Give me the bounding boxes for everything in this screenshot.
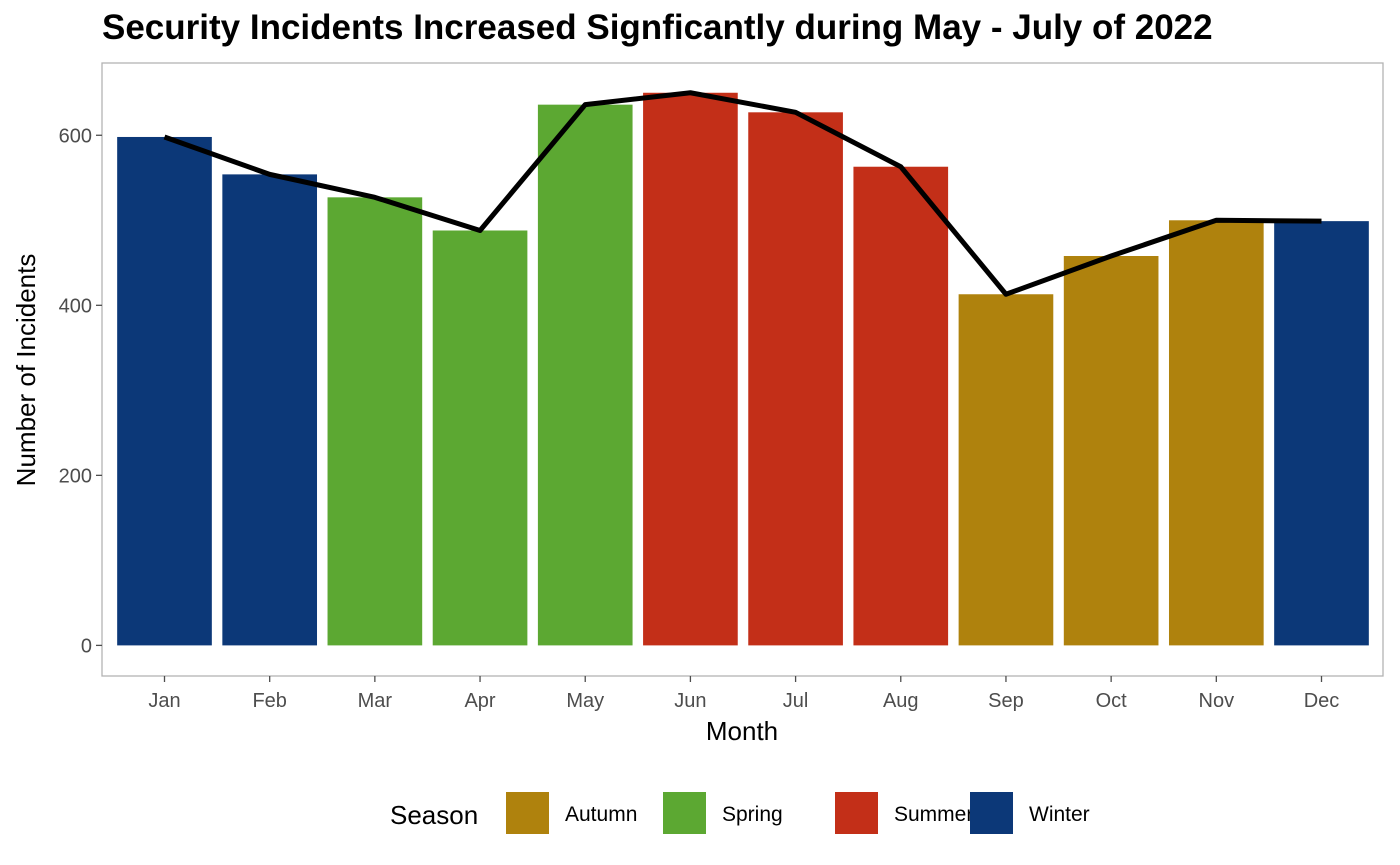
plot-panel-border xyxy=(101,62,1384,677)
legend-label-spring: Spring xyxy=(722,803,783,826)
x-tick-label: May xyxy=(566,690,604,712)
legend-key-spring xyxy=(663,792,706,834)
legend-title: Season xyxy=(390,800,478,830)
x-tick-label: Mar xyxy=(358,690,393,712)
bar-jul xyxy=(748,112,843,646)
legend-key-summer xyxy=(835,792,878,834)
bar-sep xyxy=(958,294,1054,646)
bar-aug xyxy=(853,166,949,646)
x-tick-label: Dec xyxy=(1304,690,1340,712)
x-tick-label: Nov xyxy=(1199,690,1235,712)
legend-label-summer: Summer xyxy=(894,803,973,826)
bar-feb xyxy=(222,174,318,646)
bar-nov xyxy=(1168,220,1264,646)
x-tick-label: Oct xyxy=(1096,690,1128,712)
y-tick-label: 200 xyxy=(59,465,92,487)
y-tick-label: 600 xyxy=(59,125,92,147)
x-tick-label: Aug xyxy=(883,690,919,712)
legend-key-winter xyxy=(970,792,1013,834)
y-axis: 0 200 400 600 xyxy=(59,125,102,657)
x-tick-label: Sep xyxy=(988,690,1024,712)
bar-apr xyxy=(432,230,528,646)
bar-jun xyxy=(643,92,738,646)
x-axis-title: Month xyxy=(706,716,778,746)
x-tick-label: Apr xyxy=(464,690,495,712)
y-tick-label: 400 xyxy=(59,295,92,317)
y-tick-label: 0 xyxy=(81,635,92,657)
trend-line-layer xyxy=(163,90,1322,297)
legend-key-autumn xyxy=(506,792,549,834)
bar-mar xyxy=(327,197,423,646)
bar-may xyxy=(537,104,633,646)
legend-label-autumn: Autumn xyxy=(565,803,637,826)
x-tick-label: Jan xyxy=(148,690,180,712)
chart-title: Security Incidents Increased Signficantl… xyxy=(102,8,1213,47)
bar-oct xyxy=(1063,255,1159,646)
legend-label-winter: Winter xyxy=(1029,803,1090,826)
x-tick-label: Feb xyxy=(252,690,286,712)
legend: Season Autumn Spring Summer Winter xyxy=(390,792,1090,834)
x-tick-label: Jun xyxy=(674,690,706,712)
trend-line xyxy=(163,90,1322,297)
bar-jan xyxy=(117,136,212,646)
bar-dec xyxy=(1274,221,1369,646)
y-axis-title: Number of Incidents xyxy=(11,254,41,487)
x-axis: Jan Feb Mar Apr May Jun Jul Aug Sep Oct Nov Dec xyxy=(148,676,1339,712)
bars xyxy=(117,92,1369,646)
x-tick-label: Jul xyxy=(783,690,809,712)
